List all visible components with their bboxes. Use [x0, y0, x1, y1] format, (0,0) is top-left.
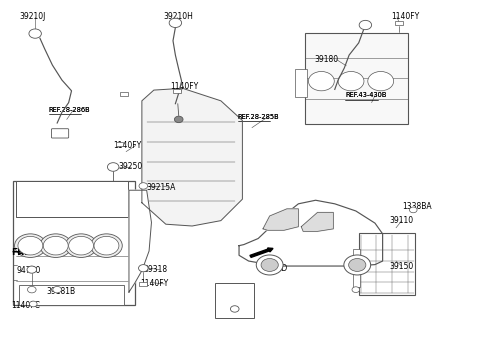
Bar — [19, 285, 124, 305]
Circle shape — [14, 234, 46, 257]
Circle shape — [409, 207, 417, 213]
Circle shape — [368, 71, 394, 91]
Circle shape — [27, 266, 36, 273]
FancyBboxPatch shape — [51, 129, 69, 138]
Circle shape — [27, 286, 36, 293]
Circle shape — [53, 286, 61, 293]
Text: 39210J: 39210J — [20, 12, 46, 21]
Bar — [12, 181, 135, 305]
Circle shape — [261, 258, 278, 271]
Text: FR.: FR. — [11, 248, 28, 257]
Polygon shape — [129, 190, 152, 292]
Text: 1125AD: 1125AD — [257, 264, 287, 273]
Text: 1140FY: 1140FY — [141, 279, 168, 288]
Polygon shape — [142, 88, 242, 226]
Bar — [215, 283, 254, 318]
Circle shape — [18, 236, 43, 255]
Circle shape — [108, 163, 119, 171]
Circle shape — [29, 29, 41, 38]
Text: REF.28-285B: REF.28-285B — [238, 114, 279, 120]
Circle shape — [338, 71, 364, 91]
Circle shape — [352, 287, 360, 293]
Text: 94750: 94750 — [16, 266, 40, 275]
Circle shape — [348, 258, 366, 271]
Text: 39215A: 39215A — [147, 183, 176, 192]
Circle shape — [359, 20, 372, 30]
Polygon shape — [263, 209, 299, 230]
Bar — [173, 89, 180, 93]
Text: 39181B: 39181B — [46, 286, 75, 295]
Circle shape — [29, 301, 37, 307]
Circle shape — [139, 183, 148, 189]
Text: 39110: 39110 — [389, 216, 413, 225]
Polygon shape — [239, 200, 383, 266]
Bar — [359, 233, 415, 295]
Circle shape — [139, 265, 148, 272]
Circle shape — [256, 255, 283, 275]
FancyArrow shape — [250, 248, 273, 257]
Text: 39250: 39250 — [118, 163, 142, 172]
Circle shape — [65, 234, 97, 257]
Text: 39180: 39180 — [314, 55, 338, 64]
Text: REF.43-430B: REF.43-430B — [345, 93, 387, 98]
Circle shape — [309, 71, 334, 91]
Bar — [16, 181, 129, 217]
Text: 39210H: 39210H — [163, 12, 193, 21]
Text: 39150: 39150 — [389, 262, 414, 271]
Bar — [395, 21, 403, 25]
Bar — [140, 282, 147, 286]
Circle shape — [40, 234, 72, 257]
Text: REF.28-285B: REF.28-285B — [238, 114, 279, 120]
Text: 1338BA: 1338BA — [402, 202, 432, 211]
Bar — [353, 274, 360, 288]
Bar — [295, 69, 307, 97]
Text: 1140FY: 1140FY — [113, 141, 142, 150]
Circle shape — [230, 306, 239, 312]
Circle shape — [43, 236, 68, 255]
Text: REF.28-286B: REF.28-286B — [48, 107, 90, 113]
Circle shape — [344, 255, 371, 275]
Bar — [120, 92, 128, 96]
Text: 1140FY: 1140FY — [170, 82, 199, 91]
Circle shape — [91, 234, 122, 257]
Bar — [353, 249, 360, 262]
Bar — [305, 33, 408, 124]
Text: 1140FY: 1140FY — [391, 12, 419, 21]
Circle shape — [94, 236, 119, 255]
Text: REF.43-430B: REF.43-430B — [345, 93, 387, 98]
Text: 1140FC: 1140FC — [11, 301, 40, 310]
Text: 1140JF: 1140JF — [220, 286, 246, 295]
Circle shape — [69, 236, 94, 255]
Text: 39318: 39318 — [144, 265, 168, 274]
Text: REF.28-286B: REF.28-286B — [48, 107, 90, 113]
Circle shape — [169, 18, 181, 28]
Circle shape — [174, 116, 183, 123]
Bar — [116, 143, 123, 146]
Polygon shape — [301, 213, 333, 231]
